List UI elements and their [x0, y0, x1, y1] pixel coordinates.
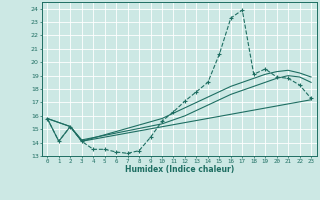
X-axis label: Humidex (Indice chaleur): Humidex (Indice chaleur): [124, 165, 234, 174]
